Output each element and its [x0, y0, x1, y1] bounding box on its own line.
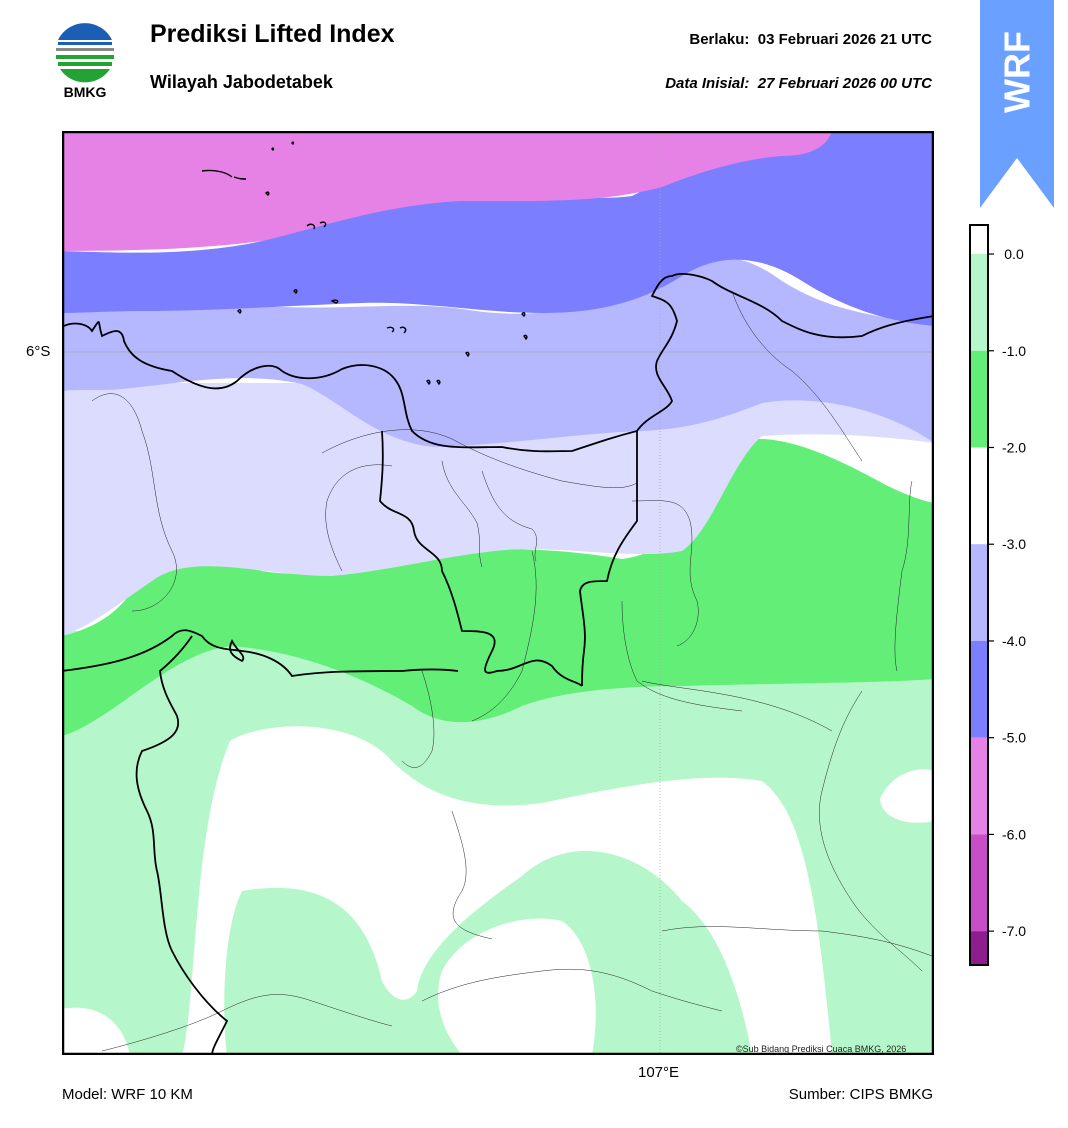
valid-value: 03 Februari 2026 21 UTC [757, 31, 932, 48]
district-boundaries [91, 290, 933, 1052]
li-band-green [62, 439, 934, 736]
colorbar-frame [969, 224, 989, 966]
lifted-index-map [62, 131, 934, 1055]
valid-label: Berlaku: [689, 31, 750, 48]
li-white-pocket-center [182, 726, 832, 1055]
colorbar-band-1 [970, 254, 988, 351]
colorbar-tick-label-6: -6.0 [1002, 826, 1026, 842]
region-subtitle: Wilayah Jabodetabek [150, 72, 333, 92]
logo-text: BMKG [63, 84, 107, 100]
li-white-pocket-southwest [62, 1007, 130, 1055]
li-band-lavender [62, 383, 934, 636]
colorbar-band-6 [970, 737, 988, 835]
init-value: 27 Februari 2026 00 UTC [757, 75, 932, 92]
colorbar-tick-label-7: -7.0 [1002, 923, 1026, 939]
colorbar-legend: 0.0 -1.0 -2.0 -3.0 -4.0 -5.0 -6.0 -7.0 [969, 224, 1026, 966]
colorbar-tick-label-0: 0.0 [1004, 246, 1024, 262]
colorbar-band-5 [970, 640, 988, 738]
li-white-pocket-southcenter [438, 918, 596, 1055]
model-info: Model: WRF 10 KM [62, 1086, 193, 1103]
valid-time: Berlaku: 03 Februari 2026 21 UTC [689, 31, 932, 48]
colorbar-tick-label-5: -5.0 [1002, 730, 1026, 746]
li-white-pocket-east [880, 769, 934, 823]
colorbar-tick-label-1: -1.0 [1002, 343, 1026, 359]
init-label: Data Inisial: [665, 75, 750, 92]
colorbar-tick-label-2: -2.0 [1002, 439, 1026, 455]
copyright-text: ©Sub Bidang Prediksi Cuaca BMKG, 2026 [736, 1044, 907, 1054]
colorbar-band-8 [970, 931, 988, 965]
source-info: Sumber: CIPS BMKG [788, 1086, 933, 1103]
island-group [201, 141, 528, 386]
colorbar-band-4 [970, 544, 988, 641]
li-band-magenta [62, 131, 832, 251]
wrf-badge-text: WRF [997, 31, 1038, 113]
colorbar-band-3 [970, 447, 988, 545]
colorbar-band-2 [970, 350, 988, 448]
map-frame [62, 131, 934, 1055]
li-band-blue [62, 131, 934, 326]
latitude-label: 6°S [26, 343, 51, 360]
init-time: Data Inisial: 27 Februari 2026 00 UTC [665, 75, 932, 92]
colorbar-band-7 [970, 834, 988, 932]
wrf-ribbon: WRF [980, 0, 1054, 208]
coastline [62, 273, 934, 1055]
colorbar-tick-label-3: -3.0 [1002, 536, 1026, 552]
bmkg-logo [55, 22, 115, 83]
colorbar-band-0 [970, 225, 988, 255]
page-title: Prediksi Lifted Index [150, 20, 395, 48]
colorbar-tick-label-4: -4.0 [1002, 633, 1026, 649]
longitude-label: 107°E [638, 1064, 680, 1081]
